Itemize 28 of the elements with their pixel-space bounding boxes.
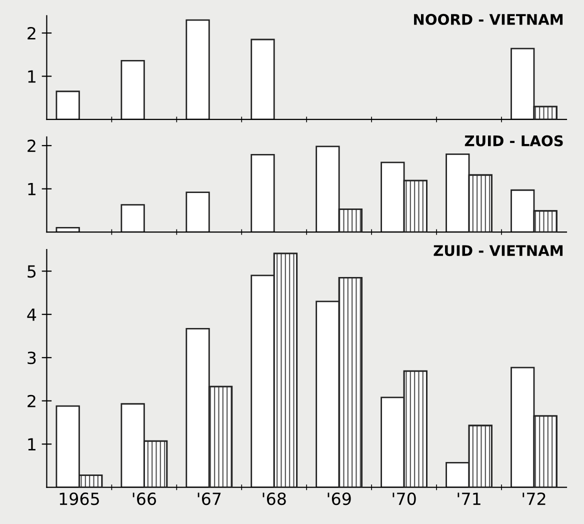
chart-title: ZUID - LAOS bbox=[464, 135, 563, 146]
x-tick-label: 1965 bbox=[60, 492, 99, 506]
chart-title: NOORD - VIETNAM bbox=[414, 14, 563, 25]
chart-title: ZUID - VIETNAM bbox=[434, 245, 563, 256]
x-tick-label: '72 bbox=[522, 492, 546, 505]
x-tick-label: '70 bbox=[392, 492, 416, 506]
y-tick-label: 2 bbox=[28, 26, 36, 40]
bar bbox=[250, 38, 275, 120]
y-tick-label: 5 bbox=[28, 265, 36, 278]
y-tick-label: 2 bbox=[28, 140, 36, 152]
x-tick-label: '68 bbox=[262, 492, 286, 506]
bar bbox=[186, 192, 210, 232]
y-tick-label: 1 bbox=[28, 183, 36, 196]
x-tick-label: '66 bbox=[132, 492, 156, 506]
bar bbox=[56, 227, 80, 232]
y-tick-label: 3 bbox=[28, 352, 36, 364]
x-tick-label: '71 bbox=[458, 492, 480, 505]
bar bbox=[56, 90, 80, 120]
bar bbox=[186, 19, 210, 120]
bar bbox=[120, 60, 145, 120]
y-tick-label: 1 bbox=[28, 70, 36, 83]
bar bbox=[250, 154, 275, 232]
y-tick-label: 4 bbox=[27, 308, 36, 321]
y-tick-label: 1 bbox=[28, 438, 36, 450]
x-tick-label: '69 bbox=[328, 492, 351, 506]
x-tick-label: '67 bbox=[198, 492, 221, 506]
bar bbox=[120, 204, 145, 232]
y-tick-label: 2 bbox=[28, 394, 36, 408]
